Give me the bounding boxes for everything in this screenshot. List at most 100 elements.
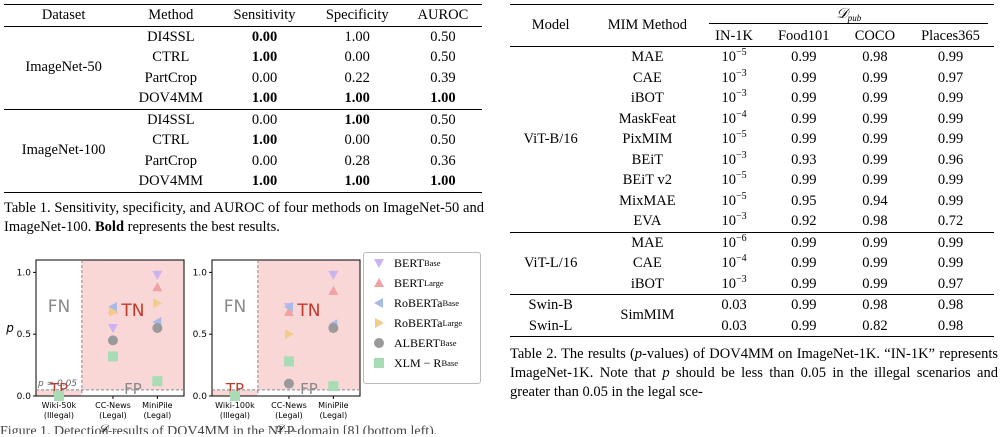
sens-cell: 1.00 <box>218 171 311 193</box>
pvalue-exponent: −3 <box>736 211 747 222</box>
table-row: CTRL 1.00 0.00 0.50 <box>4 130 482 151</box>
table-row: EVA 10−3 0.92 0.98 0.72 <box>510 211 994 232</box>
model-cell: ViT-L/16 <box>510 231 592 295</box>
in1k-cell: 10−5 <box>703 170 764 191</box>
value-cell: 0.99 <box>791 275 817 292</box>
in1k-cell: 10−3 <box>703 211 764 232</box>
value-cell: 0.99 <box>937 110 964 127</box>
value-cell: 0.92 <box>791 213 817 229</box>
tri-up-marker-icon <box>374 278 384 287</box>
method-cell: CTRL <box>152 49 190 65</box>
pvalue-exponent: −3 <box>736 88 747 99</box>
spec-cell: 1.00 <box>344 28 370 45</box>
model-cell: Swin-L <box>510 315 592 337</box>
pvalue-exponent: −3 <box>736 149 747 161</box>
method-cell: DI4SSL <box>123 108 219 130</box>
y-tick-label: 1.0 <box>193 268 208 278</box>
sens-cell: 0.00 <box>251 152 278 169</box>
y-tick-label: 0.5 <box>193 330 207 340</box>
data-point <box>107 335 118 346</box>
pvalue-exponent: −3 <box>736 67 747 79</box>
table-row: ImageNet-50 DI4SSL 0.00 1.00 0.50 <box>4 26 482 74</box>
data-point <box>53 391 64 401</box>
table-row: ImageNet-100 DI4SSL 0.00 1.00 0.50 <box>4 108 482 193</box>
in1k-cell: 10−4 <box>703 109 764 130</box>
in1k-cell: 10−4 <box>703 253 764 274</box>
data-point <box>152 376 163 387</box>
method-cell: DI4SSL <box>147 28 195 45</box>
caption-text: The results ( <box>557 346 635 362</box>
value-cell: 0.93 <box>791 151 817 168</box>
value-cell: 0.99 <box>862 69 888 86</box>
table-row: PartCrop 0.00 0.22 0.39 <box>4 68 482 89</box>
fn-label: FN <box>48 297 71 317</box>
legend-item: XLM − R Base <box>364 353 480 373</box>
legend-label-sub: Base <box>441 358 458 368</box>
x-tick-label: (Legal) <box>275 411 303 420</box>
value-cell: 0.99 <box>791 110 817 127</box>
caption-bold: Bold <box>95 218 125 235</box>
col-header-model: Model <box>510 4 592 47</box>
tri-down-marker-icon <box>374 259 384 268</box>
in1k-cell: 10−6 <box>703 231 765 253</box>
model-cell: ViT-B/16 <box>523 131 578 147</box>
data-point <box>328 323 339 333</box>
table-row: iBOT 10−3 0.99 0.99 0.99 <box>510 88 994 109</box>
col-header: Method <box>123 4 219 27</box>
sens-cell: 1.00 <box>251 132 278 148</box>
col-header-method: MIM Method <box>591 4 704 47</box>
legend-label: RoBERTa <box>394 315 443 330</box>
table-row: PixMIM 10−5 0.99 0.99 0.99 <box>510 129 994 150</box>
table-row: BEiT 10−3 0.93 0.99 0.96 <box>510 150 994 171</box>
model-cell: Swin-B <box>510 294 592 316</box>
value-cell: 0.99 <box>791 69 817 86</box>
value-cell: 0.99 <box>862 172 888 188</box>
in1k-cell: 10−5 <box>703 191 764 212</box>
auroc-cell: 1.00 <box>430 90 456 106</box>
method-cell: PixMIM <box>622 131 673 147</box>
method-cell: MAE <box>591 231 704 253</box>
col-header: Sensitivity <box>218 4 311 27</box>
value-cell: 0.99 <box>937 172 964 188</box>
legend-item: ALBERT Base <box>364 333 480 353</box>
legend-item: BERT Large <box>364 273 480 293</box>
auroc-cell: 0.36 <box>430 152 456 169</box>
data-point <box>107 351 118 362</box>
value-cell: 0.98 <box>907 315 994 337</box>
value-cell: 0.99 <box>862 275 888 292</box>
method-cell: DOV4MM <box>138 90 204 106</box>
sens-cell: 0.00 <box>251 69 278 86</box>
fp-label: FP <box>300 380 318 398</box>
legend-label: BERT <box>394 275 424 290</box>
col-header: Specificity <box>310 4 404 27</box>
tn-label: TN <box>296 301 320 321</box>
pvalue-base: 10 <box>721 90 737 106</box>
value-cell: 0.99 <box>764 315 843 337</box>
in1k-cell: 10−5 <box>703 47 764 68</box>
value-cell: 0.95 <box>791 192 817 209</box>
pvalue-base: 10 <box>721 255 737 271</box>
value-cell: 0.99 <box>862 151 888 168</box>
x-tick-label: (Illegal) <box>44 411 74 420</box>
caption-p: p <box>634 346 643 362</box>
value-cell: 0.99 <box>791 90 817 106</box>
auroc-cell: 0.39 <box>430 69 456 86</box>
value-cell: 0.99 <box>764 231 843 253</box>
value-cell: 0.99 <box>791 172 817 188</box>
pvalue-base: 10 <box>721 69 737 86</box>
plot-frame <box>35 259 185 397</box>
x-tick-label: CC-News <box>95 401 131 410</box>
value-cell: 0.99 <box>937 49 964 65</box>
y-tick-label: 1.0 <box>17 268 32 278</box>
method-cell: BEiT v2 <box>622 172 673 188</box>
x-tick-label: Wiki-50k <box>42 401 77 410</box>
value-cell: 0.97 <box>937 275 964 292</box>
legend-item: RoBERTa Large <box>364 313 480 333</box>
value-cell: 0.99 <box>862 90 888 106</box>
data-point <box>284 329 294 340</box>
spec-cell: 0.28 <box>344 152 370 169</box>
value-cell: 0.99 <box>907 231 994 253</box>
x-tick-label: MiniPile <box>318 401 349 410</box>
data-point <box>328 381 339 392</box>
legend-label: ALBERT <box>394 335 440 350</box>
